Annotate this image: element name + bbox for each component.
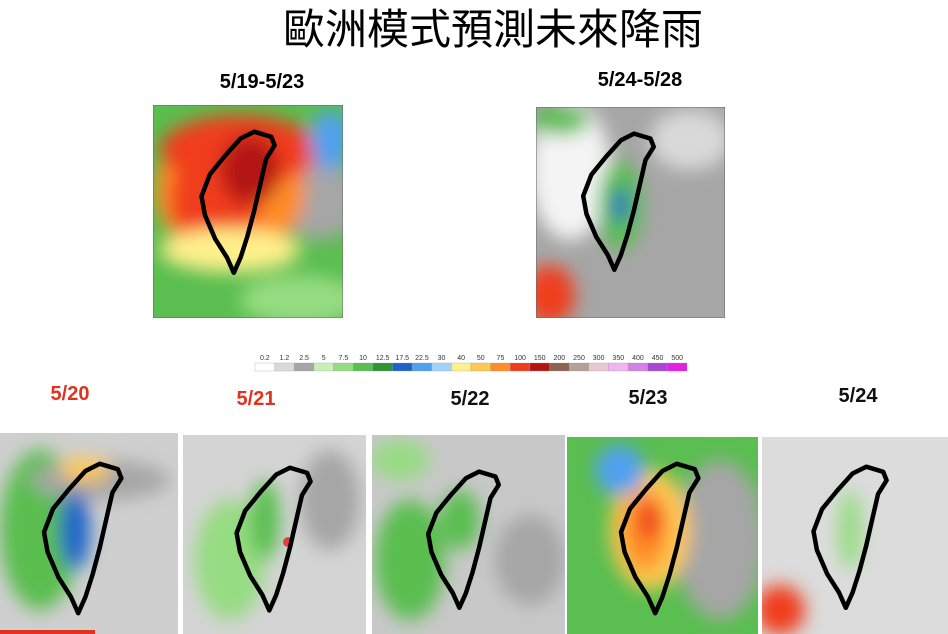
scale-swatch bbox=[510, 362, 531, 372]
island-outline bbox=[234, 465, 313, 613]
scale-label: 350 bbox=[612, 355, 624, 362]
day-label: 5/22 bbox=[451, 388, 490, 410]
color-scale: 0.2 1.2 2.5 5 7.5 10 12.5 17.5 22.5 30 40 50 75 100 15… bbox=[254, 355, 688, 372]
daily-labels: 5/20 5/21 5/22 5/23 5/24 bbox=[51, 383, 879, 410]
scale-swatch bbox=[294, 362, 315, 372]
scale-swatch bbox=[254, 362, 275, 372]
progress-bar bbox=[0, 630, 95, 634]
period-label: 5/24-5/28 bbox=[598, 69, 683, 91]
scale-label: 300 bbox=[593, 355, 605, 362]
scale-label: 75 bbox=[497, 355, 505, 362]
day-label: 5/20 bbox=[51, 383, 90, 405]
scale-swatch bbox=[490, 362, 511, 372]
scale-swatch bbox=[372, 362, 393, 372]
scale-label: 0.2 bbox=[260, 355, 270, 362]
scale-swatch bbox=[353, 362, 373, 372]
day-label: 5/24 bbox=[839, 385, 879, 407]
scale-swatch bbox=[451, 362, 472, 372]
scale-swatch bbox=[647, 362, 668, 372]
scale-label: 200 bbox=[554, 355, 566, 362]
scale-swatch bbox=[431, 362, 452, 372]
island-outline bbox=[580, 131, 656, 273]
scale-label: 7.5 bbox=[338, 355, 348, 362]
rain-map bbox=[762, 437, 948, 634]
rain-map bbox=[536, 107, 725, 318]
scale-label: 2.5 bbox=[299, 355, 309, 362]
day-label: 5/23 bbox=[629, 387, 668, 409]
scale-label: 450 bbox=[652, 355, 664, 362]
scale-swatch bbox=[333, 362, 354, 372]
scale-label: 50 bbox=[477, 355, 485, 362]
rain-map bbox=[567, 437, 758, 634]
scale-label: 22.5 bbox=[415, 355, 429, 362]
scale-label: 500 bbox=[671, 355, 683, 362]
scale-swatch bbox=[569, 362, 589, 372]
scale-label: 400 bbox=[632, 355, 644, 362]
scale-label: 250 bbox=[573, 355, 585, 362]
scale-label: 17.5 bbox=[395, 355, 409, 362]
scale-label: 30 bbox=[438, 355, 446, 362]
day-label: 5/21 bbox=[237, 388, 276, 410]
scale-swatch bbox=[470, 362, 491, 372]
outlines bbox=[41, 129, 889, 616]
scale-swatch bbox=[608, 362, 629, 372]
scale-swatch bbox=[588, 362, 609, 372]
scale-label: 10 bbox=[359, 355, 367, 362]
scale-label: 12.5 bbox=[376, 355, 390, 362]
rain-map bbox=[372, 435, 565, 634]
rain-map bbox=[153, 105, 343, 318]
scale-swatch bbox=[274, 362, 295, 372]
rain-map bbox=[0, 433, 178, 634]
island-outline bbox=[199, 129, 277, 276]
rain-map bbox=[183, 435, 366, 634]
island-outline bbox=[425, 469, 501, 611]
scale-label: 100 bbox=[514, 355, 526, 362]
island-outline bbox=[41, 461, 124, 616]
island-outline bbox=[618, 461, 701, 616]
scale-swatch bbox=[549, 362, 570, 372]
scale-swatch bbox=[529, 362, 550, 372]
scale-label: 5 bbox=[322, 355, 326, 362]
scale-swatch bbox=[627, 362, 648, 372]
scale-label: 1.2 bbox=[280, 355, 290, 362]
scale-label: 40 bbox=[457, 355, 465, 362]
slide-title: 歐洲模式預測未來降雨 bbox=[283, 5, 703, 54]
island-outline bbox=[811, 464, 889, 611]
scale-swatch bbox=[392, 362, 413, 372]
scale-label: 150 bbox=[534, 355, 546, 362]
period-label: 5/19-5/23 bbox=[220, 71, 305, 93]
scale-swatch bbox=[313, 362, 334, 372]
scale-swatch bbox=[667, 362, 688, 372]
scale-swatch bbox=[411, 362, 432, 372]
